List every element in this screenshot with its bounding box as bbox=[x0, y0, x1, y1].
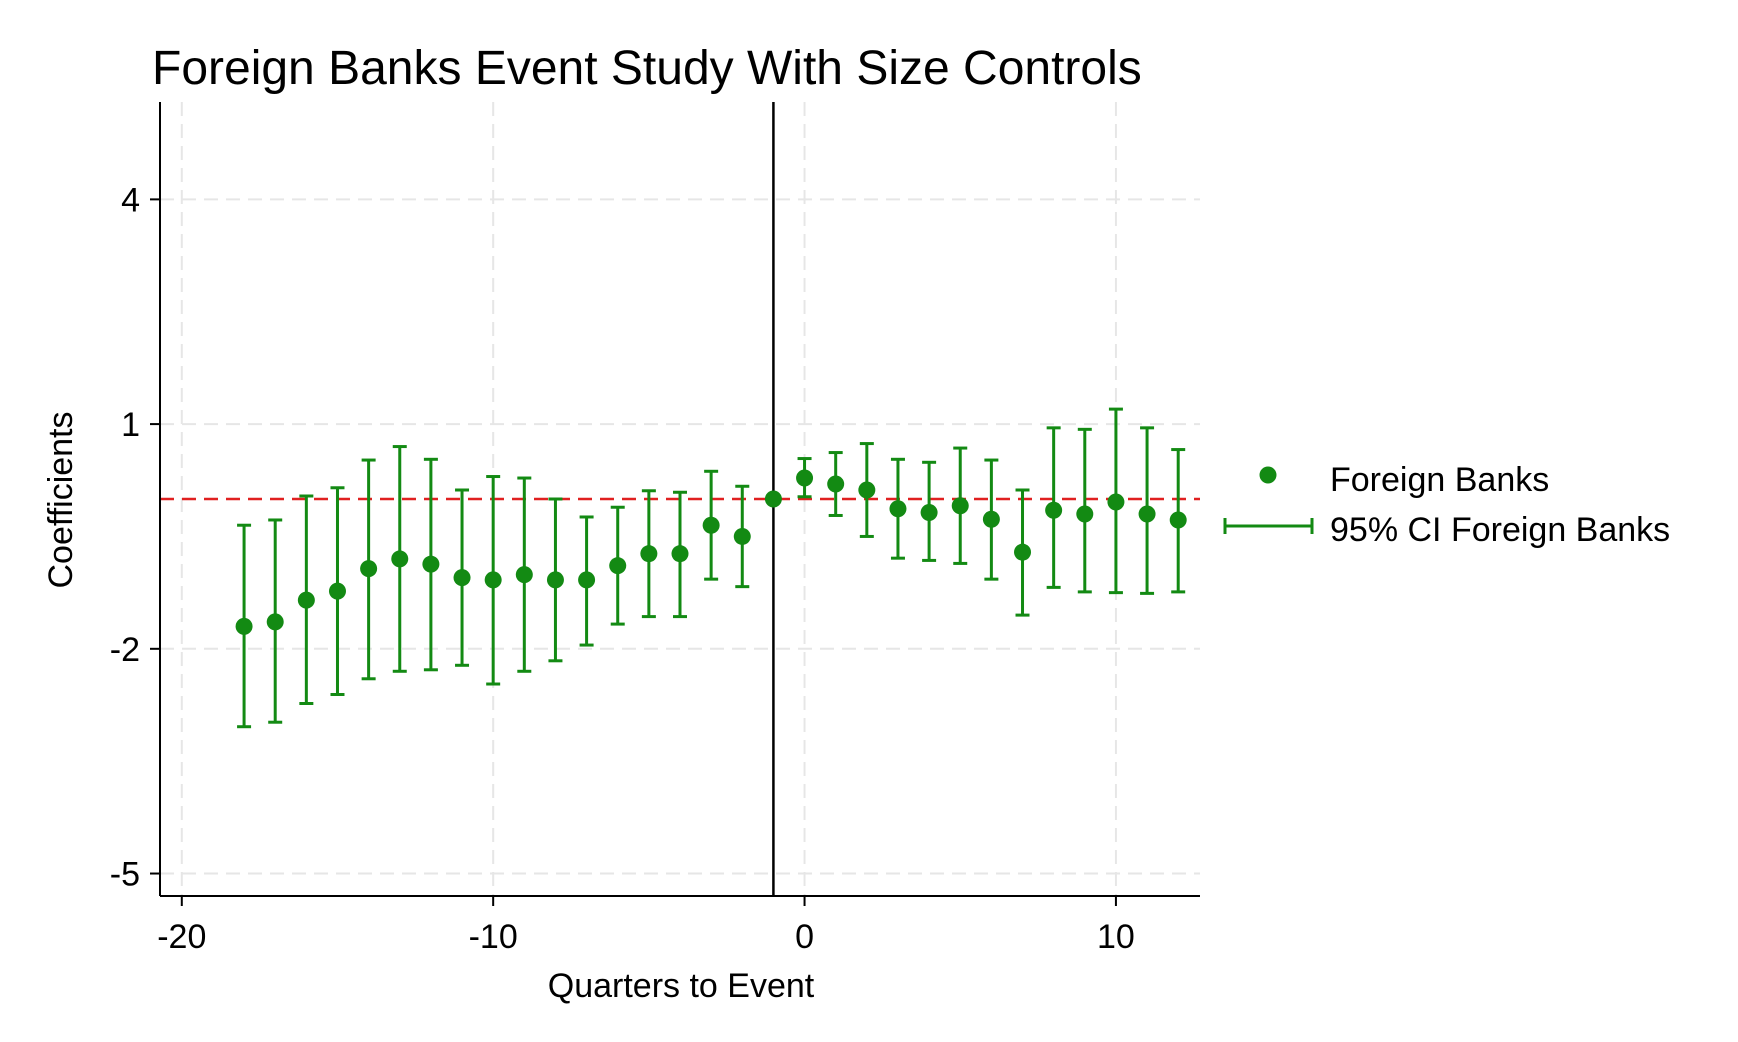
chart-title: Foreign Banks Event Study With Size Cont… bbox=[152, 42, 1142, 95]
x-tick-label: -20 bbox=[157, 918, 206, 956]
data-layer bbox=[235, 407, 1187, 729]
data-point bbox=[453, 569, 471, 587]
y-tick-label: -2 bbox=[110, 631, 140, 669]
data-point bbox=[391, 550, 409, 568]
data-point bbox=[297, 591, 315, 609]
legend: Foreign Banks 95% CI Foreign Banks bbox=[1223, 461, 1670, 549]
data-point bbox=[1138, 505, 1156, 523]
y-tick-label: 4 bbox=[121, 181, 140, 219]
data-point bbox=[484, 571, 502, 589]
axes: -20 -10 0 10 4 1 -2 -5 bbox=[110, 102, 1200, 956]
data-point bbox=[422, 555, 440, 573]
data-point bbox=[578, 571, 596, 589]
data-point bbox=[1014, 543, 1032, 561]
data-point bbox=[328, 582, 346, 600]
legend-label-ci: 95% CI Foreign Banks bbox=[1330, 511, 1670, 549]
x-axis-label: Quarters to Event bbox=[548, 967, 815, 1005]
data-point bbox=[733, 527, 751, 545]
data-point bbox=[858, 481, 876, 499]
data-point bbox=[640, 545, 658, 563]
legend-label-points: Foreign Banks bbox=[1330, 461, 1549, 499]
y-tick-label: -5 bbox=[110, 856, 140, 894]
legend-marker-points bbox=[1259, 466, 1277, 484]
x-tick-label: -10 bbox=[469, 918, 518, 956]
data-point bbox=[764, 490, 782, 508]
data-point bbox=[796, 469, 814, 487]
grid bbox=[160, 102, 1200, 896]
data-point bbox=[235, 617, 253, 635]
x-tick-label: 10 bbox=[1097, 918, 1135, 956]
y-axis-label: Coefficients bbox=[42, 411, 80, 588]
data-point bbox=[951, 497, 969, 515]
data-point bbox=[1107, 493, 1125, 511]
x-tick-label: 0 bbox=[795, 918, 814, 956]
data-point bbox=[920, 503, 938, 521]
data-point bbox=[982, 510, 1000, 528]
data-point bbox=[1045, 501, 1063, 519]
data-point bbox=[360, 560, 378, 578]
data-point bbox=[1169, 511, 1187, 529]
data-point bbox=[266, 613, 284, 631]
data-point bbox=[889, 500, 907, 518]
y-tick-label: 1 bbox=[121, 406, 140, 444]
data-point bbox=[1076, 505, 1094, 523]
data-point bbox=[827, 475, 845, 493]
data-point bbox=[702, 516, 720, 534]
data-point bbox=[546, 571, 564, 589]
data-point bbox=[609, 557, 627, 575]
data-point bbox=[671, 545, 689, 563]
data-point bbox=[515, 566, 533, 584]
